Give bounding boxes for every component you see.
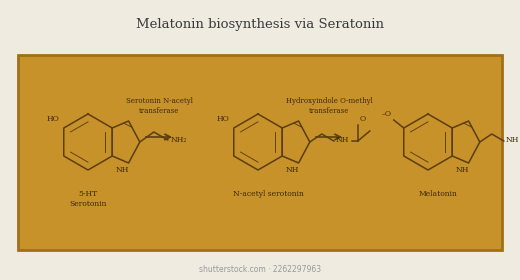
Text: Hydroxyindole O-methyl
transferase: Hydroxyindole O-methyl transferase bbox=[285, 97, 372, 115]
Text: NH: NH bbox=[456, 166, 469, 174]
Text: N-acetyl serotonin: N-acetyl serotonin bbox=[232, 190, 304, 198]
Text: NH: NH bbox=[116, 166, 129, 174]
Text: HO: HO bbox=[217, 115, 230, 123]
Text: O: O bbox=[360, 115, 366, 123]
Text: –O: –O bbox=[382, 110, 392, 118]
Text: shutterstock.com · 2262297963: shutterstock.com · 2262297963 bbox=[199, 265, 321, 274]
Text: NH₂: NH₂ bbox=[171, 136, 187, 144]
Bar bbox=[18, 55, 502, 250]
Text: NH: NH bbox=[285, 166, 299, 174]
Text: HO: HO bbox=[47, 115, 60, 123]
Text: NH: NH bbox=[336, 136, 349, 144]
Text: Serotonin N-acetyl
transferase: Serotonin N-acetyl transferase bbox=[125, 97, 192, 115]
Text: Melatonin biosynthesis via Seratonin: Melatonin biosynthesis via Seratonin bbox=[136, 18, 384, 31]
Text: 5-HT
Serotonin: 5-HT Serotonin bbox=[69, 190, 107, 208]
Text: Melatonin: Melatonin bbox=[419, 190, 458, 198]
Text: NH: NH bbox=[506, 136, 519, 144]
